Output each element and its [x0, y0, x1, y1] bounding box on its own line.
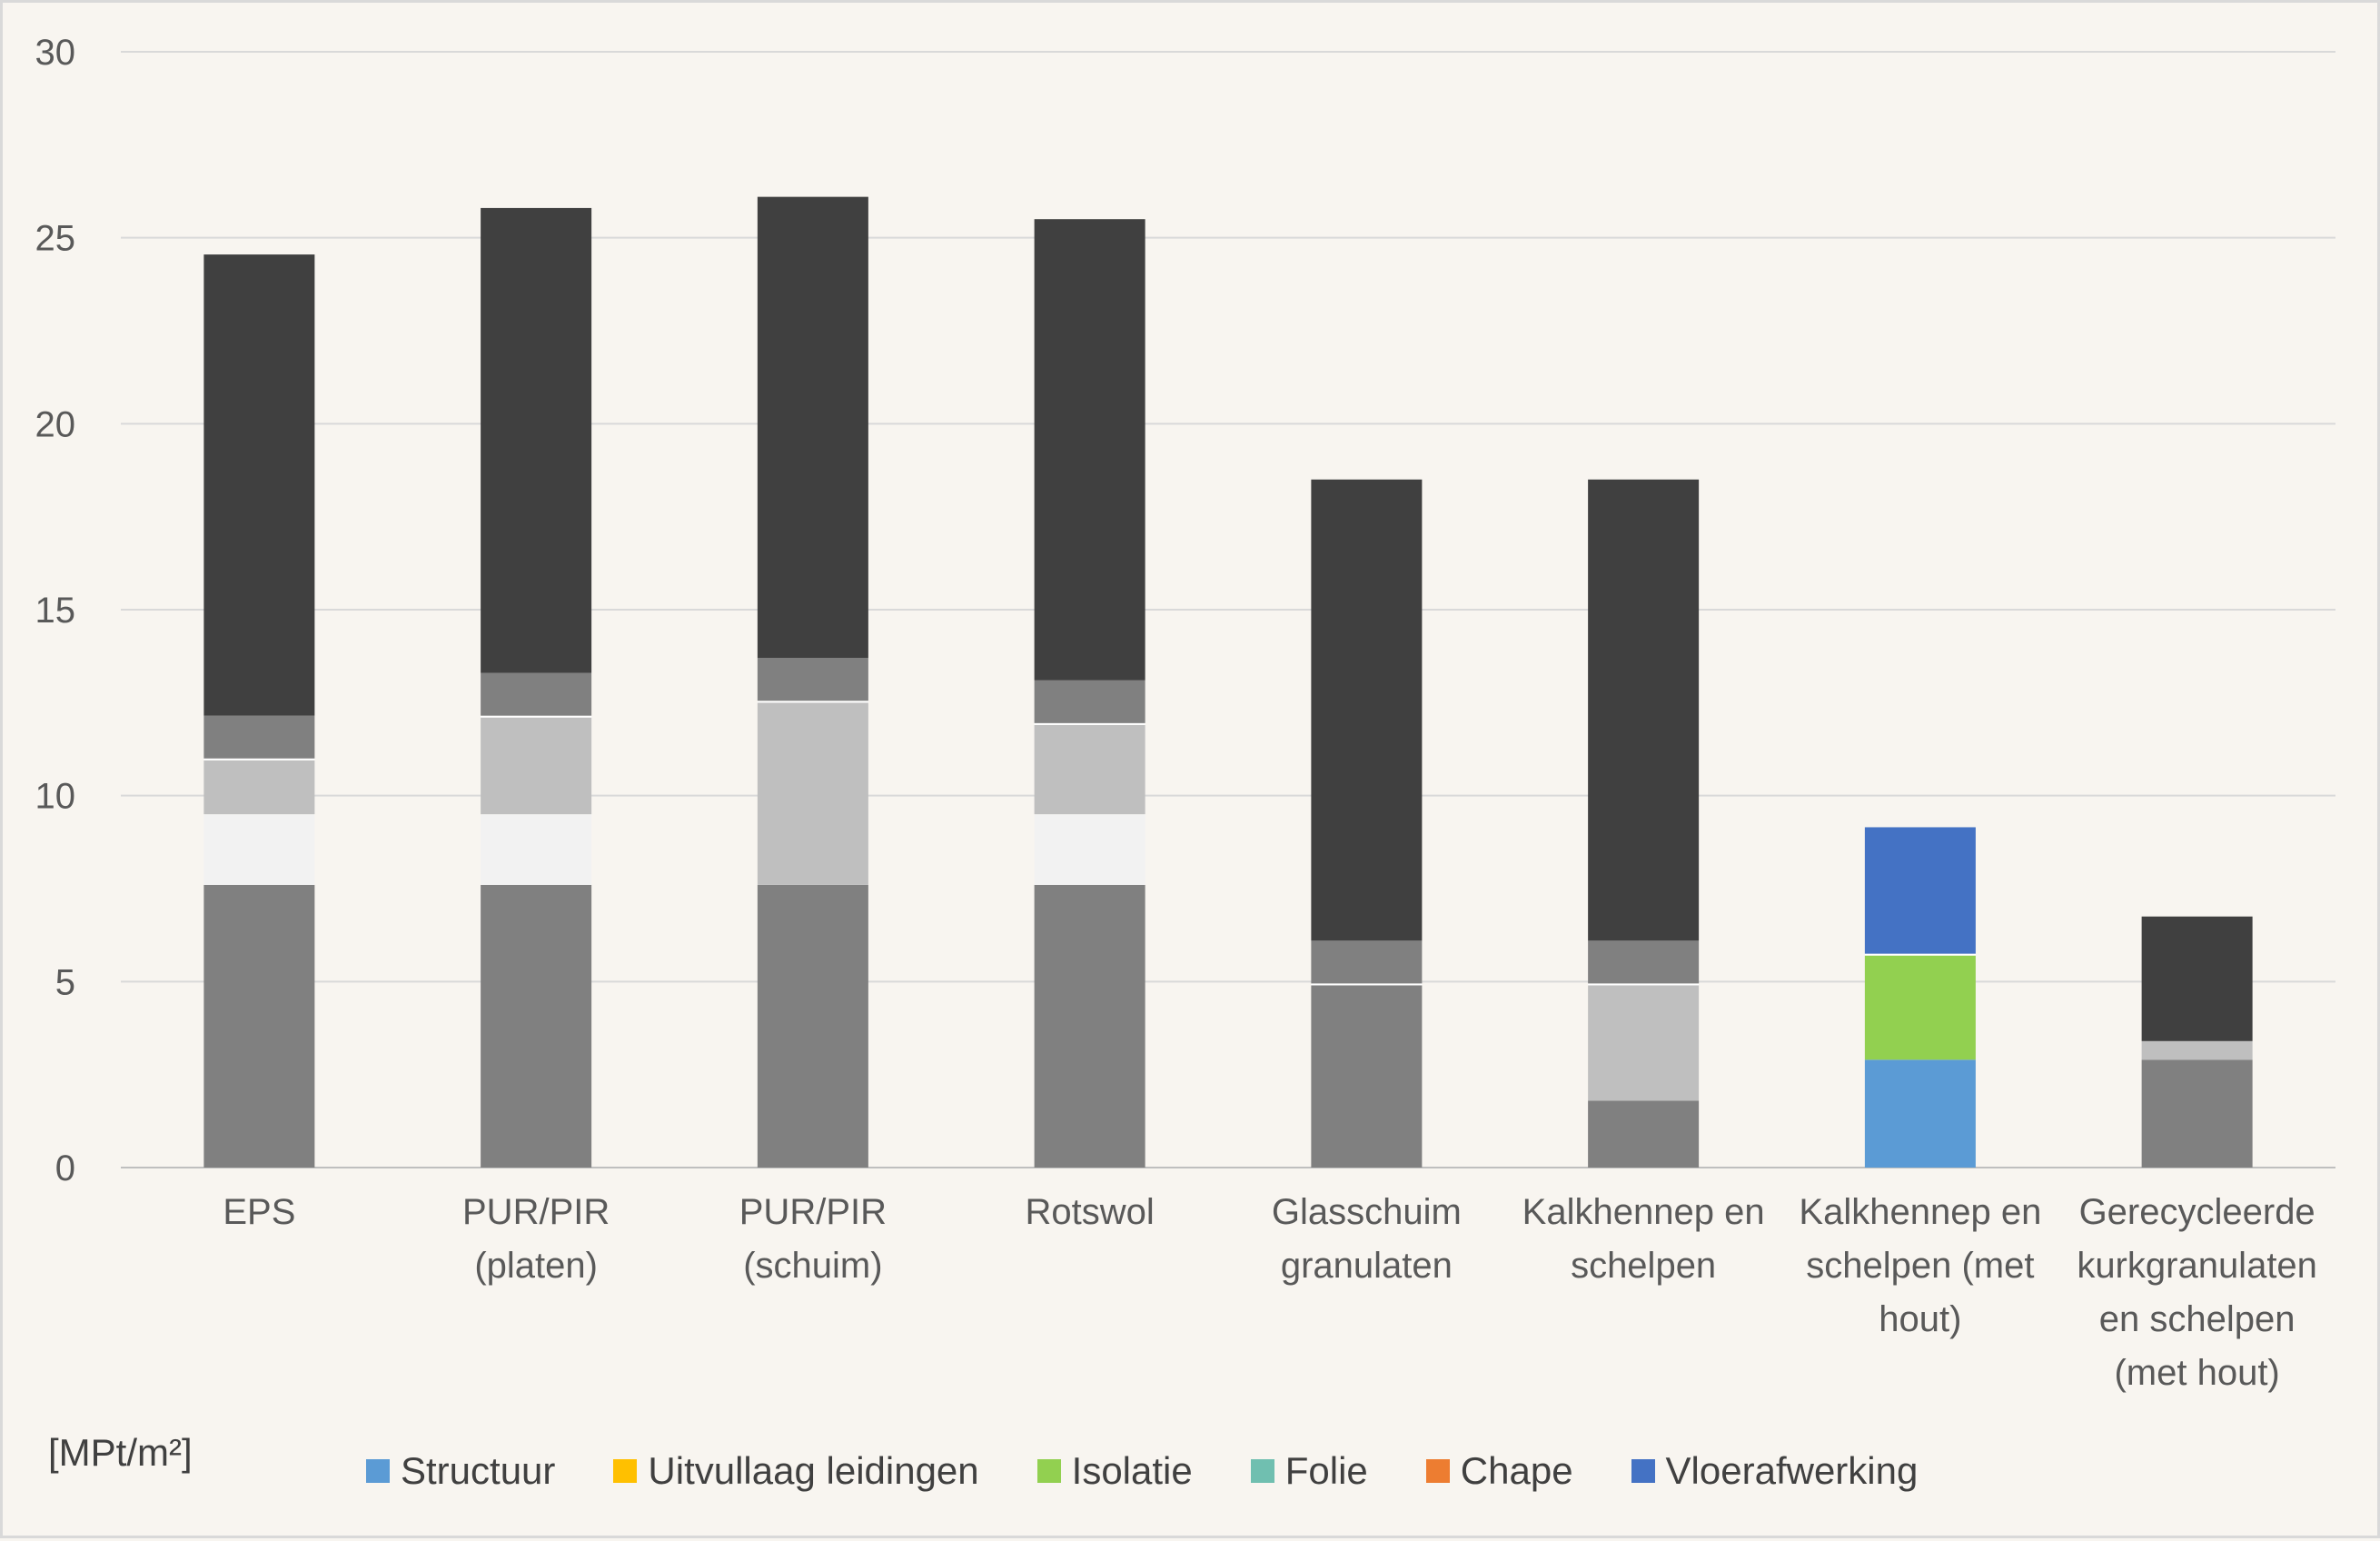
legend-item: Folie: [1250, 1449, 1368, 1493]
bar-segment: [203, 760, 315, 815]
y-tick-label: 0: [55, 1148, 75, 1188]
legend-item: Chape: [1425, 1449, 1573, 1493]
bar-segment: [203, 254, 315, 716]
bar-segment: [1311, 985, 1423, 1168]
bar-segment: [1034, 884, 1145, 1168]
legend-label: Structuur: [401, 1449, 556, 1492]
bar-segment: [1034, 722, 1145, 725]
legend-item: Structuur: [366, 1449, 555, 1493]
bar-segment: [1864, 953, 1976, 956]
y-tick-label: 15: [35, 591, 76, 631]
bar-segment: [203, 884, 315, 1168]
y-tick-label: 10: [35, 777, 76, 817]
y-axis-unit-label: [MPt/m²]: [48, 1431, 193, 1474]
bar-segment: [1034, 814, 1145, 885]
bar-segment: [481, 814, 592, 885]
bar-segment: [481, 207, 592, 673]
x-tick-label: Kalkhennep en schelpen (met hout): [1799, 1192, 2041, 1339]
bar-segment: [1588, 940, 1700, 984]
legend-label: Isolatie: [1071, 1449, 1193, 1492]
x-tick-label: Kalkhennep en schelpen: [1522, 1192, 1765, 1286]
bar-segment: [757, 702, 868, 885]
bar-segment: [1588, 985, 1700, 1101]
stacked-bar-chart: 0 5 10 15 20 25 30 EPS PUR/PIR (platen) PUR/PIR (sc…: [35, 33, 2335, 1393]
bar-segment: [481, 715, 592, 718]
bar-segment: [757, 658, 868, 701]
y-tick-label: 20: [35, 404, 76, 444]
x-tick-label: PUR/PIR (platen): [462, 1192, 610, 1286]
legend-label: Folie: [1284, 1449, 1368, 1492]
bar-segment: [481, 884, 592, 1168]
legend: Structuur Uitvullaag leidingen Isolatie Fol…: [366, 1449, 1976, 1493]
bar-segment: [481, 717, 592, 815]
x-tick-label: EPS: [223, 1192, 295, 1232]
legend-swatch: [1631, 1459, 1655, 1483]
bar-segment: [1034, 680, 1145, 723]
bar-segment: [1864, 1059, 1976, 1168]
y-tick-label: 25: [35, 219, 76, 259]
bar-segment: [2141, 1040, 2253, 1060]
bar-segment: [757, 196, 868, 659]
x-tick-label: Rotswol: [1025, 1192, 1154, 1232]
bar-segment: [2141, 916, 2253, 1041]
legend-item: Uitvullaag leidingen: [613, 1449, 979, 1493]
bar-segment: [2141, 1059, 2253, 1168]
legend-swatch: [1425, 1459, 1450, 1483]
bar-segment: [1588, 479, 1700, 941]
bar-segment: [1311, 940, 1423, 984]
bar-segment: [757, 701, 868, 703]
legend-item: Vloerafwerking: [1631, 1449, 1919, 1493]
y-tick-label: 30: [35, 33, 76, 73]
legend-swatch: [366, 1459, 390, 1483]
x-tick-label: Glasschuim granulaten: [1272, 1192, 1462, 1286]
x-tick-label: Gerecycleerde kurkgranulaten en schelpen (m…: [2077, 1192, 2317, 1393]
bar-segment: [203, 715, 315, 759]
bar-segment: [1311, 983, 1423, 986]
legend-swatch: [613, 1459, 638, 1483]
bar-segment: [1311, 479, 1423, 941]
x-tick-label: PUR/PIR (schuim): [739, 1192, 887, 1286]
bar-segment: [1034, 219, 1145, 681]
bar-segment: [757, 884, 868, 1168]
bar-segment: [1588, 1100, 1700, 1168]
bar-segment: [481, 672, 592, 716]
legend-label: Vloerafwerking: [1665, 1449, 1919, 1492]
bar-segment: [1864, 827, 1976, 954]
bar-segment: [1588, 983, 1700, 986]
bar-segment: [203, 814, 315, 885]
y-tick-label: 5: [55, 962, 75, 1002]
legend-label: Uitvullaag leidingen: [648, 1449, 979, 1492]
legend-item: Isolatie: [1036, 1449, 1193, 1493]
legend-swatch: [1250, 1459, 1274, 1483]
legend-swatch: [1036, 1459, 1061, 1483]
legend-label: Chape: [1460, 1449, 1573, 1492]
bar-segment: [1864, 955, 1976, 1060]
bar-segment: [203, 758, 315, 761]
bar-segment: [1034, 724, 1145, 815]
